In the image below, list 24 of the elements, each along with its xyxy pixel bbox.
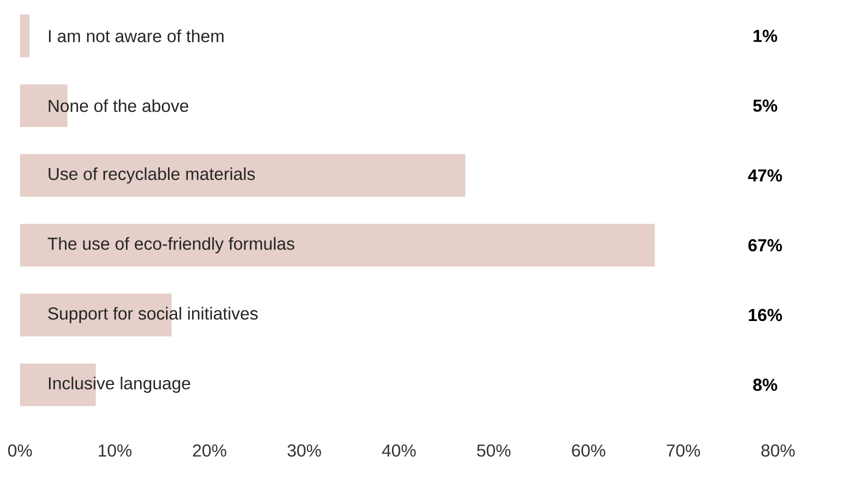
data-label: 8% bbox=[753, 378, 778, 391]
y-tick-label: Inclusive language bbox=[48, 376, 190, 393]
x-tick-label: 60% bbox=[572, 444, 606, 457]
data-label: 5% bbox=[753, 100, 778, 112]
x-tick-label: 40% bbox=[382, 444, 416, 457]
bar bbox=[20, 224, 655, 267]
y-tick-label: The use of eco-friendly formulas bbox=[48, 237, 294, 254]
data-label: 67% bbox=[748, 239, 782, 252]
bar bbox=[20, 154, 466, 197]
x-tick-label: 30% bbox=[288, 444, 321, 457]
y-tick-label: None of the above bbox=[48, 99, 188, 112]
bar bbox=[20, 14, 30, 58]
x-tick-label: 70% bbox=[666, 444, 700, 457]
x-tick-label: 10% bbox=[98, 444, 132, 457]
x-tick-label: 0% bbox=[8, 444, 32, 457]
y-tick-label: I am not aware of them bbox=[48, 30, 224, 42]
data-label: 47% bbox=[748, 169, 782, 182]
data-label: 16% bbox=[748, 308, 782, 322]
x-tick-label: 20% bbox=[193, 444, 226, 457]
y-tick-label: Support for social initiatives bbox=[48, 306, 258, 324]
y-tick-label: Use of recyclable materials bbox=[48, 167, 255, 184]
x-tick-label: 50% bbox=[477, 444, 510, 457]
data-label: 1% bbox=[754, 30, 778, 42]
x-tick-label: 80% bbox=[761, 444, 795, 457]
